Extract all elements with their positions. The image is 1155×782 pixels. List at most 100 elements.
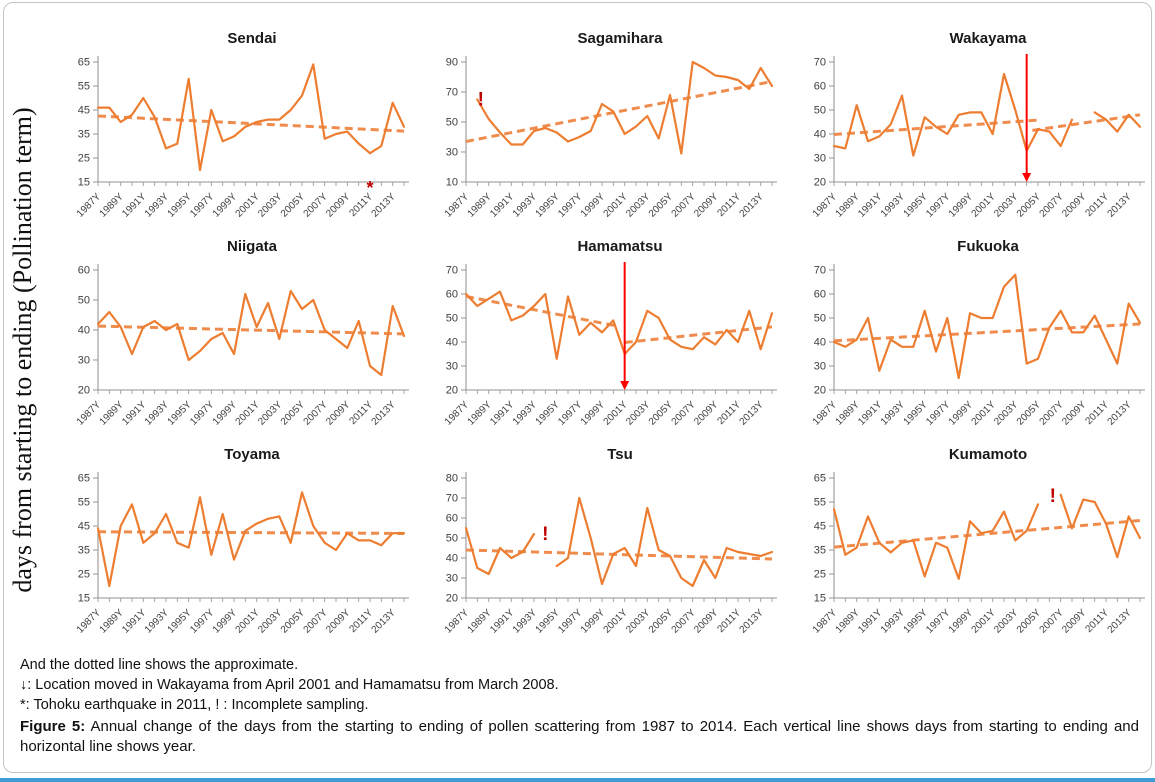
x-tick-label: 1993Y: [143, 399, 171, 427]
x-tick-label: 2007Y: [670, 607, 698, 635]
x-tick-label: 2003Y: [256, 399, 284, 427]
chart-wakayama: Wakayama 20 30 40 50 60 70 1987Y 1989Y 1991Y 1993Y…: [784, 30, 1152, 238]
x-tick-label: 2003Y: [256, 607, 284, 635]
x-tick-label: 1997Y: [924, 607, 952, 635]
x-tick-label: 2007Y: [1038, 399, 1066, 427]
x-tick-label: 1991Y: [488, 191, 516, 219]
chart-tsu: Tsu 20 30 40 50 60 70 80 1987Y 1989Y 1991Y 1993Y 199…: [416, 446, 784, 654]
chart-title-sagamihara: Sagamihara: [577, 30, 663, 47]
y-tick-label: 30: [446, 573, 458, 585]
x-tick-label: 1991Y: [120, 399, 148, 427]
x-tick-label: 2011Y: [1083, 607, 1111, 635]
y-tick-label: 60: [446, 289, 458, 301]
x-tick-label: 1993Y: [511, 191, 539, 219]
x-tick-label: 1993Y: [143, 191, 171, 219]
chart-toyama: Toyama 15 25 35 45 55 65 1987Y 1989Y 1991Y 1993Y 19…: [48, 446, 416, 654]
chart-title-niigata: Niigata: [226, 238, 277, 255]
x-tick-label: 2005Y: [647, 191, 675, 219]
x-tick-label: 2013Y: [370, 399, 398, 427]
data-line: [1059, 493, 1142, 559]
y-tick-label: 50: [814, 105, 826, 117]
x-tick-label: 2011Y: [715, 399, 743, 427]
x-tick-label: 1987Y: [443, 607, 471, 635]
y-tick-label: 50: [446, 313, 458, 325]
x-tick-label: 2013Y: [738, 191, 766, 219]
x-tick-label: 1989Y: [98, 399, 126, 427]
x-tick-label: 2009Y: [1060, 191, 1088, 219]
chart-title-sendai: Sendai: [227, 30, 277, 47]
y-tick-label: 40: [814, 337, 826, 349]
data-line: [832, 273, 1142, 380]
chart-hamamatsu: Hamamatsu 20 30 40 50 60 70 1987Y 1989Y 1991Y 1993…: [416, 238, 784, 446]
x-tick-label: 1991Y: [120, 607, 148, 635]
y-tick-label: 65: [814, 473, 826, 485]
x-tick-label: 2009Y: [324, 399, 352, 427]
x-tick-label: 1999Y: [211, 399, 239, 427]
x-tick-label: 2007Y: [670, 191, 698, 219]
x-tick-label: 1997Y: [188, 607, 216, 635]
data-line: [96, 491, 406, 588]
x-tick-label: 2003Y: [624, 607, 652, 635]
x-tick-label: 2011Y: [1083, 191, 1111, 219]
trend-line: [97, 530, 405, 535]
x-tick-label: 2001Y: [234, 399, 262, 427]
x-tick-label: 1999Y: [211, 191, 239, 219]
x-tick-label: 1991Y: [120, 191, 148, 219]
y-tick-label: 35: [78, 545, 90, 557]
x-tick-label: 1995Y: [902, 607, 930, 635]
trend-line: [833, 118, 1039, 136]
x-tick-label: 1987Y: [811, 191, 839, 219]
x-tick-label: 1997Y: [188, 399, 216, 427]
note-dotted-line: And the dotted line shows the approximat…: [20, 657, 299, 673]
x-tick-label: 2013Y: [1106, 191, 1134, 219]
y-tick-label: 25: [78, 569, 90, 581]
x-tick-label: 1987Y: [75, 399, 103, 427]
x-tick-label: 2009Y: [692, 191, 720, 219]
x-tick-label: 2009Y: [692, 399, 720, 427]
y-tick-label: 65: [78, 57, 90, 69]
y-tick-label: 30: [78, 355, 90, 367]
y-tick-label: 20: [78, 385, 90, 397]
x-tick-label: 1999Y: [211, 607, 239, 635]
chart-title-hamamatsu: Hamamatsu: [577, 238, 663, 255]
y-tick-label: 50: [78, 295, 90, 307]
x-tick-label: 1989Y: [834, 191, 862, 219]
x-tick-label: 2005Y: [1015, 191, 1043, 219]
y-tick-label: 15: [78, 593, 90, 605]
x-tick-label: 2013Y: [370, 191, 398, 219]
x-tick-label: 1989Y: [98, 191, 126, 219]
y-tick-label: 45: [814, 521, 826, 533]
x-tick-label: 2001Y: [970, 191, 998, 219]
x-tick-label: 1997Y: [924, 399, 952, 427]
chart-plot-toyama: 1525354555651987Y1989Y1991Y1993Y1995Y199…: [75, 472, 409, 636]
x-tick-label: 1999Y: [947, 399, 975, 427]
trend-line: [1032, 113, 1141, 132]
x-tick-label: 1993Y: [511, 399, 539, 427]
x-tick-label: 2003Y: [992, 399, 1020, 427]
trend-line: [465, 80, 773, 143]
y-tick-label: 35: [78, 129, 90, 141]
chart-title-wakayama: Wakayama: [949, 30, 1027, 47]
y-axis-title: days from starting to ending (Pollinatio…: [8, 107, 37, 593]
chart-niigata: Niigata 20 30 40 50 60 1987Y 1989Y 1991Y 1993Y 199…: [48, 238, 416, 446]
y-tick-label: 40: [78, 325, 90, 337]
x-tick-label: 2005Y: [647, 607, 675, 635]
y-tick-label: 55: [78, 497, 90, 509]
y-tick-label: 65: [78, 473, 90, 485]
x-tick-label: 2005Y: [1015, 399, 1043, 427]
note-earthquake-sampling: *: Tohoku earthquake in 2011, ! : Incomp…: [20, 697, 369, 713]
x-tick-label: 1997Y: [924, 191, 952, 219]
x-tick-label: 2005Y: [279, 191, 307, 219]
x-tick-label: 1987Y: [443, 191, 471, 219]
y-tick-label: 70: [446, 493, 458, 505]
y-tick-label: 60: [78, 265, 90, 277]
x-tick-label: 2013Y: [738, 399, 766, 427]
x-tick-label: 1997Y: [556, 191, 584, 219]
x-tick-label: 2003Y: [624, 191, 652, 219]
x-tick-label: 2013Y: [1106, 399, 1134, 427]
arrow-down-head: [1022, 173, 1032, 182]
x-tick-label: 1999Y: [947, 607, 975, 635]
y-tick-label: 70: [814, 265, 826, 277]
y-tick-label: 70: [446, 87, 458, 99]
x-tick-label: 2007Y: [302, 191, 330, 219]
